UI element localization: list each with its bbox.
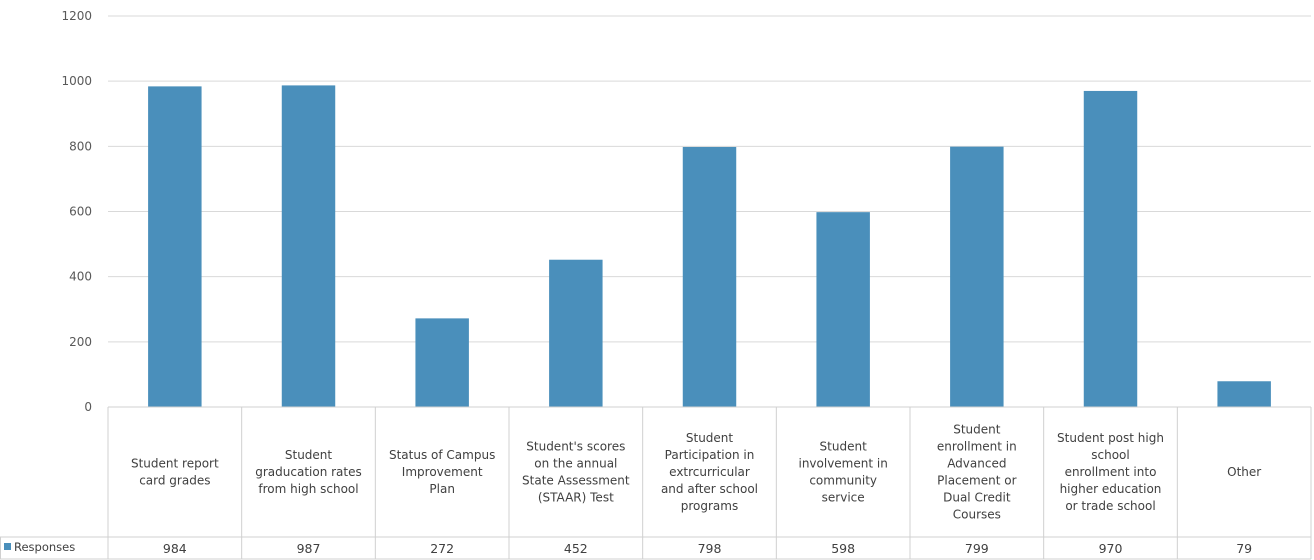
value-label-3: 272 — [430, 541, 454, 556]
category-label-8: Student post high school enrollment into hi… — [1057, 431, 1164, 513]
legend-swatch — [4, 543, 11, 550]
bar-7 — [950, 146, 1004, 407]
y-tick-label-200: 200 — [69, 335, 92, 349]
bar-6 — [816, 212, 870, 407]
value-label-9: 79 — [1236, 541, 1252, 556]
y-axis-tick-labels: 0 200 400 600 800 1000 1200 — [61, 9, 92, 414]
category-label-1: Student report card grades — [131, 457, 219, 488]
bar-4 — [549, 259, 603, 407]
bar-9 — [1217, 381, 1271, 407]
category-label-4: Student's scores on the annual State Asses… — [522, 440, 630, 505]
y-tick-label-400: 400 — [69, 270, 92, 284]
category-label-6: Student involvement in community service — [798, 440, 887, 505]
value-label-4: 452 — [564, 541, 588, 556]
legend-label-responses: Responses — [14, 540, 75, 554]
category-label-9: Other — [1227, 465, 1261, 479]
category-label-2: Student graducation rates from high school — [255, 448, 362, 496]
category-label-3: Status of Campus Improvement Plan — [389, 448, 495, 496]
y-tick-label-0: 0 — [84, 400, 92, 414]
bar-3 — [415, 318, 469, 407]
y-tick-label-800: 800 — [69, 139, 92, 153]
y-tick-label-1200: 1200 — [61, 9, 92, 23]
category-label-5: Student Participation in extrcurricular and… — [661, 431, 758, 513]
y-tick-label-1000: 1000 — [61, 74, 92, 88]
bar-5 — [682, 146, 737, 408]
data-table: Student report card grades Student graducat… — [0, 406, 1312, 560]
bar-2 — [281, 85, 336, 407]
category-label-7: Student enrollment in Advanced Placement or… — [937, 423, 1017, 522]
bar-8 — [1083, 90, 1138, 408]
value-label-7: 799 — [965, 541, 989, 556]
bars — [148, 85, 1271, 408]
value-label-1: 984 — [163, 541, 187, 556]
value-label-5: 798 — [698, 541, 722, 556]
value-label-2: 987 — [297, 541, 321, 556]
y-tick-label-600: 600 — [69, 205, 92, 219]
value-label-8: 970 — [1099, 541, 1123, 556]
bar-1 — [148, 86, 202, 407]
legend: Responses — [4, 540, 75, 554]
value-label-6: 598 — [831, 541, 855, 556]
